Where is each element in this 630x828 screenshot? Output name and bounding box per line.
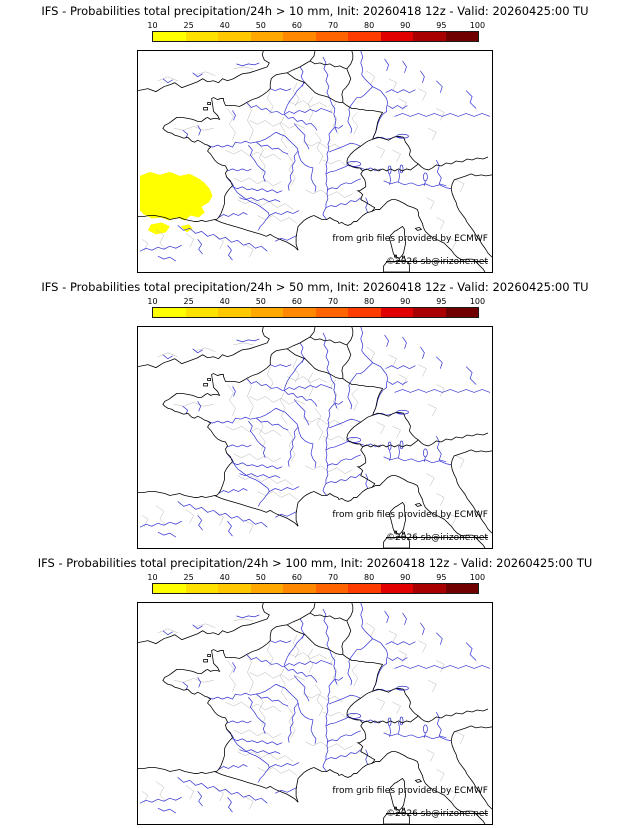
colorbar-segment — [445, 32, 479, 41]
colorbar-segment — [380, 308, 414, 317]
colorbar-labels: 10 25 40 50 60 70 80 90 95 100 — [147, 21, 485, 31]
panel-title: IFS - Probabilities total precipitation/… — [37, 556, 593, 570]
colorbar-tick-label: 10 — [147, 21, 158, 30]
colorbar-tick-label: 60 — [291, 573, 303, 582]
colorbar-segment — [380, 32, 414, 41]
colorbar-segment — [315, 32, 349, 41]
colorbar-segment — [413, 308, 446, 317]
colorbar-segment — [315, 584, 349, 593]
colorbar-segment — [153, 584, 186, 593]
colorbar-tick-label: 60 — [291, 21, 303, 30]
colorbar-scale — [152, 31, 480, 42]
attribution-copyright: ©2026 sb@irizone.net — [386, 809, 488, 819]
colorbar-tick-label: 90 — [400, 21, 411, 30]
colorbar-tick-label: 80 — [364, 297, 375, 306]
colorbar-segment — [445, 584, 479, 593]
panel-title: IFS - Probabilities total precipitation/… — [41, 280, 589, 294]
colorbar-tick-label: 50 — [255, 297, 266, 306]
colorbar: 10 25 40 50 60 70 80 90 95 100 — [147, 573, 485, 594]
forecast-panel-50mm: IFS - Probabilities total precipitation/… — [41, 280, 589, 549]
colorbar: 10 25 40 50 60 70 80 90 95 100 — [147, 297, 485, 318]
colorbar-segment — [283, 308, 316, 317]
colorbar-segment — [283, 584, 316, 593]
attribution-ecmwf: from grib files provided by ECMWF — [332, 786, 488, 796]
attribution-copyright: ©2026 sb@irizone.net — [386, 257, 488, 267]
map-frame: from grib files provided by ECMWF ©2026 … — [136, 602, 493, 825]
colorbar-tick-label: 70 — [327, 573, 339, 582]
colorbar-segment — [185, 32, 219, 41]
colorbar-segment — [218, 308, 251, 317]
colorbar-segment — [348, 32, 381, 41]
colorbar-labels: 10 25 40 50 60 70 80 90 95 100 — [147, 573, 485, 583]
colorbar: 10 25 40 50 60 70 80 90 95 100 — [147, 21, 485, 42]
colorbar-tick-label: 40 — [219, 573, 230, 582]
colorbar-tick-label: 40 — [219, 21, 230, 30]
colorbar-tick-label: 50 — [255, 21, 266, 30]
colorbar-tick-label: 100 — [469, 297, 486, 306]
colorbar-tick-label: 25 — [183, 573, 194, 582]
colorbar-segment — [185, 584, 219, 593]
colorbar-segment — [380, 584, 414, 593]
forecast-panel-10mm: IFS - Probabilities total precipitation/… — [41, 4, 589, 273]
panel-title: IFS - Probabilities total precipitation/… — [41, 4, 589, 18]
colorbar-segment — [413, 32, 446, 41]
colorbar-tick-label: 95 — [436, 21, 447, 30]
attribution-copyright: ©2026 sb@irizone.net — [386, 533, 488, 543]
colorbar-segment — [218, 32, 251, 41]
colorbar-tick-label: 90 — [400, 573, 411, 582]
colorbar-tick-label: 60 — [291, 297, 303, 306]
colorbar-segment — [348, 308, 381, 317]
colorbar-segment — [153, 308, 186, 317]
colorbar-tick-label: 100 — [469, 21, 486, 30]
attribution-ecmwf: from grib files provided by ECMWF — [332, 234, 488, 244]
colorbar-tick-label: 25 — [183, 297, 194, 306]
colorbar-tick-label: 70 — [327, 21, 339, 30]
colorbar-segment — [218, 584, 251, 593]
colorbar-tick-label: 50 — [255, 573, 266, 582]
colorbar-tick-label: 95 — [436, 297, 447, 306]
colorbar-segment — [413, 584, 446, 593]
colorbar-tick-label: 10 — [147, 297, 158, 306]
colorbar-segment — [250, 308, 284, 317]
forecast-panel-100mm: IFS - Probabilities total precipitation/… — [37, 556, 593, 825]
colorbar-segment — [283, 32, 316, 41]
colorbar-segment — [153, 32, 186, 41]
map-frame: from grib files provided by ECMWF ©2026 … — [136, 326, 493, 549]
colorbar-tick-label: 100 — [469, 573, 486, 582]
colorbar-tick-label: 95 — [436, 573, 447, 582]
colorbar-labels: 10 25 40 50 60 70 80 90 95 100 — [147, 297, 485, 307]
colorbar-scale — [152, 307, 480, 318]
colorbar-tick-label: 25 — [183, 21, 194, 30]
colorbar-segment — [250, 32, 284, 41]
colorbar-tick-label: 10 — [147, 573, 158, 582]
colorbar-segment — [348, 584, 381, 593]
colorbar-segment — [315, 308, 349, 317]
attribution-ecmwf: from grib files provided by ECMWF — [332, 510, 488, 520]
colorbar-tick-label: 40 — [219, 297, 230, 306]
colorbar-tick-label: 90 — [400, 297, 411, 306]
map-frame: from grib files provided by ECMWF ©2026 … — [136, 50, 493, 273]
colorbar-segment — [185, 308, 219, 317]
colorbar-tick-label: 80 — [364, 21, 375, 30]
colorbar-tick-label: 80 — [364, 573, 375, 582]
colorbar-scale — [152, 583, 480, 594]
colorbar-segment — [445, 308, 479, 317]
colorbar-tick-label: 70 — [327, 297, 339, 306]
colorbar-segment — [250, 584, 284, 593]
